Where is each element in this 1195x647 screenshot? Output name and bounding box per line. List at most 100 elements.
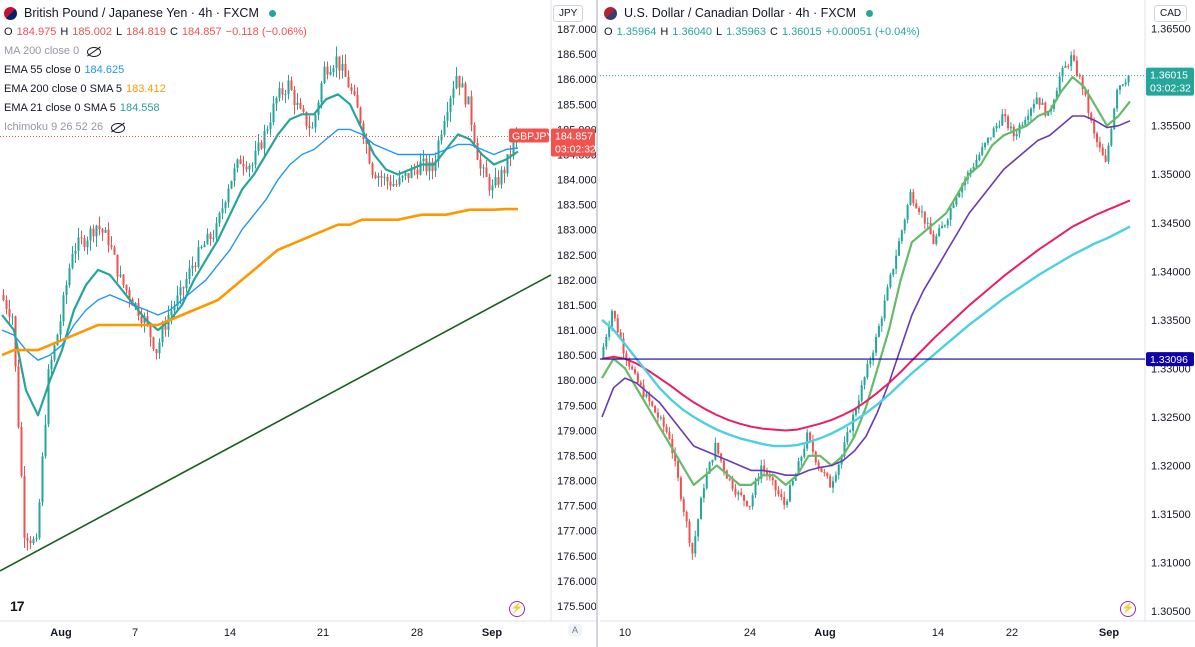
candle-body[interactable] xyxy=(44,424,47,457)
candle-body[interactable] xyxy=(1004,114,1007,117)
candle-body[interactable] xyxy=(23,475,26,538)
candle-body[interactable] xyxy=(278,88,281,98)
hidden-eye-icon[interactable] xyxy=(111,122,126,133)
candle-body[interactable] xyxy=(38,502,41,539)
candle-body[interactable] xyxy=(473,124,476,143)
candle-body[interactable] xyxy=(1081,76,1084,90)
candle-body[interactable] xyxy=(449,98,452,113)
candle-body[interactable] xyxy=(461,83,464,88)
candle-body[interactable] xyxy=(1118,85,1121,91)
candle-body[interactable] xyxy=(236,159,239,169)
candle-body[interactable] xyxy=(880,318,883,327)
candle-body[interactable] xyxy=(677,460,680,478)
candle-body[interactable] xyxy=(634,369,636,374)
candle-body[interactable] xyxy=(711,459,714,463)
candle-body[interactable] xyxy=(158,342,161,354)
candle-body[interactable] xyxy=(768,476,771,478)
candle-body[interactable] xyxy=(774,480,777,491)
candle-body[interactable] xyxy=(410,168,413,178)
candle-body[interactable] xyxy=(826,472,829,477)
candle-body[interactable] xyxy=(1047,111,1050,116)
candle-body[interactable] xyxy=(509,154,512,156)
candle-body[interactable] xyxy=(347,76,350,88)
candle-body[interactable] xyxy=(671,438,674,454)
candle-body[interactable] xyxy=(989,137,992,139)
candle-body[interactable] xyxy=(648,393,651,402)
candle-body[interactable] xyxy=(281,88,284,95)
candle-body[interactable] xyxy=(1055,90,1058,101)
candle-body[interactable] xyxy=(8,309,11,317)
candle-body[interactable] xyxy=(260,142,263,149)
candle-body[interactable] xyxy=(872,352,875,361)
candle-body[interactable] xyxy=(751,495,754,507)
candle-body[interactable] xyxy=(467,96,470,105)
candle-body[interactable] xyxy=(731,478,734,489)
candle-body[interactable] xyxy=(344,63,347,77)
candle-body[interactable] xyxy=(92,228,95,237)
candle-body[interactable] xyxy=(380,175,383,178)
candle-body[interactable] xyxy=(233,168,236,181)
candle-body[interactable] xyxy=(834,474,837,482)
indicator-ma200[interactable]: MA 200 close 0 xyxy=(4,42,307,61)
candle-body[interactable] xyxy=(5,300,8,310)
candle-body[interactable] xyxy=(350,87,353,91)
candle-body[interactable] xyxy=(107,229,110,246)
candle-body[interactable] xyxy=(110,245,113,248)
indicator-ichimoku[interactable]: Ichimoku 9 26 52 26 xyxy=(4,118,307,137)
candle-body[interactable] xyxy=(29,540,32,544)
candle-body[interactable] xyxy=(191,265,194,269)
candle-body[interactable] xyxy=(305,111,308,126)
gbpjpy-title[interactable]: British Pound / Japanese Yen · 4h · FXCM xyxy=(24,6,259,20)
candle-body[interactable] xyxy=(912,192,915,204)
candle-body[interactable] xyxy=(41,456,44,503)
candle-body[interactable] xyxy=(613,311,616,319)
candle-body[interactable] xyxy=(227,188,230,203)
candle-body[interactable] xyxy=(200,246,203,248)
candle-body[interactable] xyxy=(407,172,410,178)
candle-body[interactable] xyxy=(452,88,455,99)
candle-body[interactable] xyxy=(1044,102,1047,116)
candle-body[interactable] xyxy=(743,494,746,501)
candle-body[interactable] xyxy=(308,125,311,129)
candle-body[interactable] xyxy=(389,181,392,186)
indicator-ema55[interactable]: EMA 55 close 0 184.625 xyxy=(4,61,307,80)
candle-body[interactable] xyxy=(479,159,482,169)
candle-body[interactable] xyxy=(413,168,416,170)
candle-body[interactable] xyxy=(398,177,401,185)
candle-body[interactable] xyxy=(83,238,86,248)
candle-body[interactable] xyxy=(943,225,946,227)
candle-body[interactable] xyxy=(777,490,780,495)
candle-body[interactable] xyxy=(356,94,359,108)
candle-body[interactable] xyxy=(1087,94,1090,113)
candle-body[interactable] xyxy=(464,83,467,105)
candle-body[interactable] xyxy=(119,274,122,277)
candle-body[interactable] xyxy=(714,442,717,460)
candle-body[interactable] xyxy=(889,274,892,288)
candle-body[interactable] xyxy=(89,228,92,241)
candle-body[interactable] xyxy=(705,473,708,489)
candle-body[interactable] xyxy=(955,197,958,205)
candle-body[interactable] xyxy=(938,228,941,237)
candle-body[interactable] xyxy=(215,223,218,238)
candle-body[interactable] xyxy=(1090,112,1093,121)
candle-body[interactable] xyxy=(95,225,98,237)
candle-body[interactable] xyxy=(302,108,305,112)
candle-body[interactable] xyxy=(918,208,921,213)
candle-body[interactable] xyxy=(763,465,766,471)
candle-body[interactable] xyxy=(359,107,362,124)
candle-body[interactable] xyxy=(837,464,840,475)
candle-body[interactable] xyxy=(314,114,317,128)
candle-body[interactable] xyxy=(1027,115,1030,120)
candle-body[interactable] xyxy=(212,237,215,239)
lightning-icon[interactable]: ⚡ xyxy=(1120,601,1136,617)
candle-body[interactable] xyxy=(263,130,266,149)
candle-body[interactable] xyxy=(717,442,720,454)
candle-body[interactable] xyxy=(883,300,886,319)
candle-body[interactable] xyxy=(188,268,191,280)
candle-body[interactable] xyxy=(811,440,814,452)
candle-body[interactable] xyxy=(771,477,774,481)
candle-body[interactable] xyxy=(1078,75,1081,77)
candle-body[interactable] xyxy=(820,467,823,472)
candle-body[interactable] xyxy=(952,204,955,208)
candle-body[interactable] xyxy=(164,326,167,330)
